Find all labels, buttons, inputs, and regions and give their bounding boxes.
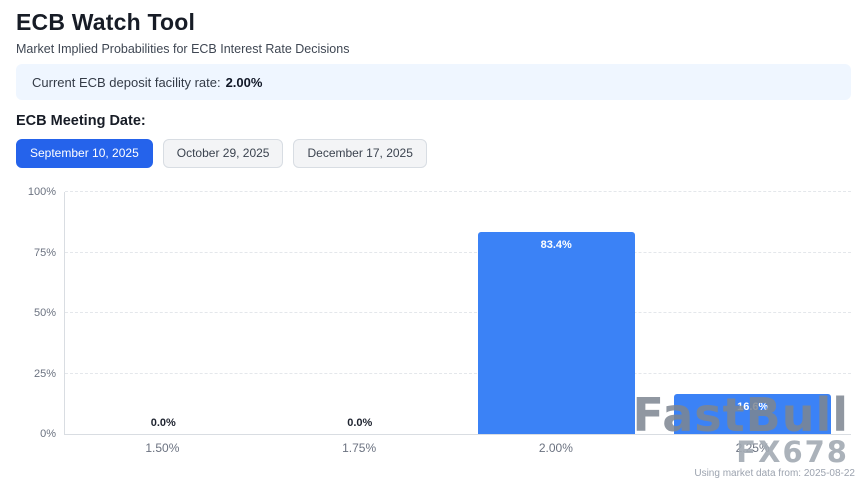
deposit-rate-label: Current ECB deposit facility rate:	[32, 74, 221, 90]
bar-band: 0.0%	[65, 192, 262, 434]
y-tick-label: 75%	[33, 246, 56, 259]
y-axis: 0% 25% 50% 75% 100%	[16, 186, 64, 440]
meeting-tab-2[interactable]: December 17, 2025	[293, 139, 427, 168]
x-tick-label: 1.50%	[145, 441, 180, 455]
meeting-tab-0[interactable]: September 10, 2025	[16, 139, 153, 168]
probability-bar[interactable]: 16.6%	[674, 393, 832, 434]
x-axis: 1.50% 1.75% 2.00% 2.25%	[64, 435, 851, 455]
meeting-tab-1[interactable]: October 29, 2025	[162, 139, 284, 168]
bar-band: 0.0%	[262, 192, 459, 434]
bar-band: 16.6%	[655, 192, 852, 434]
page-title: ECB Watch Tool	[16, 9, 196, 35]
y-tick-label: 0%	[40, 428, 56, 440]
x-tick-label: 2.00%	[538, 441, 573, 455]
bar-value-label: 0.0%	[347, 417, 373, 429]
y-tick-label: 100%	[27, 186, 56, 198]
y-tick-label: 25%	[33, 367, 56, 380]
meeting-date-label: ECB Meeting Date:	[16, 113, 146, 129]
deposit-rate-value: 2.00%	[225, 74, 263, 90]
y-tick-label: 50%	[33, 307, 56, 319]
bar-value-label: 16.6%	[737, 400, 769, 413]
x-tick-label: 2.25%	[735, 441, 770, 455]
probability-bar[interactable]: 83.4%	[477, 232, 635, 434]
gridline	[65, 251, 851, 253]
gridline	[65, 312, 851, 313]
meeting-date-tabs: September 10, 2025 October 29, 2025 Dece…	[16, 139, 851, 168]
data-source-note: Using market data from: 2025-08-22	[694, 468, 855, 479]
page-subtitle: Market Implied Probabilities for ECB Int…	[16, 42, 350, 56]
probability-chart: 0% 25% 50% 75% 100% 0.0% 0.0% 83.4% 16.6% 1.50%…	[16, 186, 852, 455]
gridline	[65, 372, 851, 374]
bar-band: 83.4%	[458, 192, 655, 434]
bar-value-label: 83.4%	[540, 239, 572, 252]
deposit-rate-banner: Current ECB deposit facility rate: 2.00%	[16, 64, 851, 100]
bar-value-label: 0.0%	[150, 417, 176, 429]
gridline	[65, 191, 851, 192]
plot-area: 0.0% 0.0% 83.4% 16.6%	[64, 191, 852, 435]
x-tick-label: 1.75%	[342, 441, 377, 455]
